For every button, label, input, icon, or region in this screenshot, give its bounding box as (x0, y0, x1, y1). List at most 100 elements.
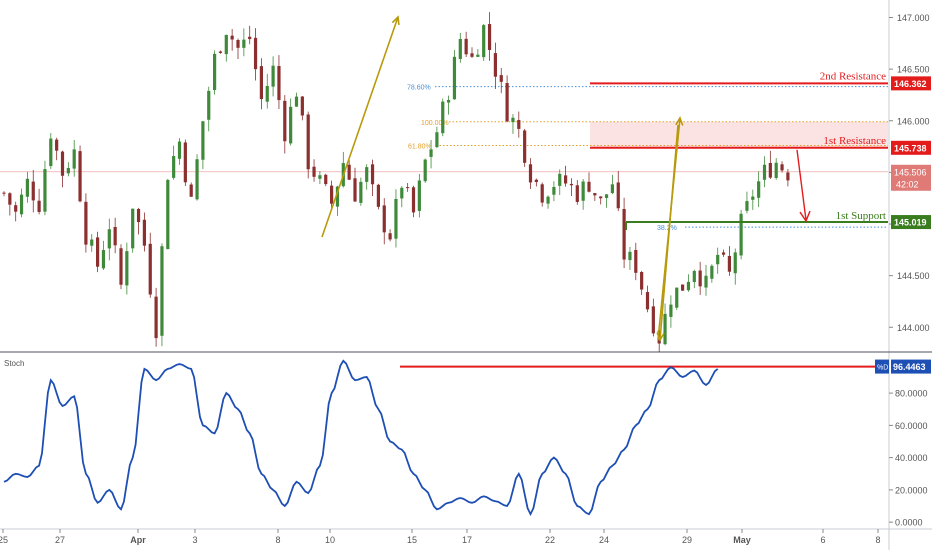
candle-body (43, 169, 47, 212)
candle-body (207, 90, 211, 120)
candle-body (733, 252, 737, 274)
candle-body (37, 200, 41, 212)
candle-body (546, 196, 550, 204)
resistance-2-value-bg (891, 76, 931, 91)
candle-body (318, 175, 322, 179)
time-axis-tick-label: Apr (130, 535, 146, 545)
candle-body (564, 175, 568, 184)
support-1-label: 1st Support (836, 210, 886, 222)
candle-body (698, 270, 702, 287)
candle-body (599, 196, 603, 199)
candle-body (230, 35, 234, 40)
candle-body (417, 180, 421, 211)
candle-body (710, 265, 714, 279)
candle-body (2, 192, 6, 194)
candle-body (739, 213, 743, 256)
candle-body (283, 100, 287, 142)
candle-body (593, 193, 597, 196)
candle-body (248, 36, 252, 40)
candle-body (294, 96, 299, 107)
candle-body (90, 239, 94, 246)
candle-body (628, 251, 632, 261)
candle-body (107, 229, 111, 249)
candle-body (447, 99, 451, 103)
candle-body (587, 181, 591, 192)
candle-body (312, 166, 316, 177)
candle-body (66, 167, 70, 174)
candle-body (113, 227, 117, 246)
resistance-zone (590, 121, 888, 148)
candle-body (406, 187, 410, 189)
candle-body (55, 139, 59, 151)
time-axis-tick-label: 10 (325, 535, 335, 545)
swing-arrow-up-head (391, 15, 400, 26)
candle-body (663, 313, 667, 345)
candle-body (423, 159, 427, 182)
price-axis-tick-label: 144.500 (897, 271, 930, 281)
candle-body (300, 96, 304, 116)
candle-body (464, 38, 468, 55)
candle-body (552, 186, 556, 195)
candle-body (177, 141, 182, 159)
candle-body (604, 194, 609, 198)
candle-body (634, 249, 638, 273)
candle-body (558, 173, 562, 186)
candle-body (218, 51, 223, 53)
stoch-d-line (3, 359, 719, 517)
candle-body (172, 156, 176, 178)
stoch-value-badge-bg (891, 359, 931, 374)
time-axis-tick-label: 22 (545, 535, 555, 545)
candle-body (681, 284, 685, 291)
current-price-value: 145.506 (894, 167, 927, 177)
candle-body (335, 186, 340, 207)
candle-body (476, 54, 480, 57)
price-axis-tick-label: 147.000 (897, 13, 930, 23)
time-axis-tick-label: 29 (682, 535, 692, 545)
candle-body (183, 142, 187, 183)
candle-body (651, 306, 655, 334)
candle-body (528, 164, 533, 183)
candle-body (96, 237, 100, 267)
candle-body (774, 162, 778, 178)
candle-body (616, 182, 620, 209)
candle-body (762, 164, 767, 180)
candle-body (353, 178, 357, 202)
time-axis-tick-label: 8 (275, 535, 280, 545)
bar-countdown: 42:02 (896, 179, 919, 189)
candle-body (441, 101, 445, 134)
candle-body (78, 151, 82, 202)
candle-body (394, 198, 398, 239)
swing-arrow-up (321, 16, 399, 238)
candle-body (745, 201, 749, 211)
candle-body (435, 132, 439, 148)
candle-body (768, 162, 772, 178)
candle-body (458, 38, 462, 59)
candle-body (8, 193, 12, 205)
candle-body (452, 56, 457, 100)
candle-body (716, 254, 720, 265)
candle-body (195, 159, 199, 200)
candle-body (517, 119, 521, 129)
time-axis-tick-label: 27 (55, 535, 65, 545)
candle-body (780, 164, 784, 171)
candle-body (84, 201, 88, 245)
time-axis-tick-label: 3 (192, 535, 197, 545)
candle-body (376, 184, 380, 207)
candle-body (347, 164, 351, 180)
candle-body (166, 179, 170, 250)
candle-body (411, 187, 416, 213)
candle-body (704, 275, 708, 288)
time-axis-tick-label: 25 (0, 535, 8, 545)
candle-body (160, 246, 164, 336)
candle-body (72, 149, 76, 169)
candle-body (669, 304, 673, 317)
candle-body (692, 270, 696, 283)
candle-body (470, 53, 474, 57)
candle-body (253, 37, 258, 70)
price-axis-tick-label: 144.000 (897, 323, 930, 333)
candle-body (60, 151, 65, 176)
support-1-value: 145.019 (894, 218, 927, 228)
candle-body (575, 185, 579, 202)
candle-body (289, 106, 293, 144)
